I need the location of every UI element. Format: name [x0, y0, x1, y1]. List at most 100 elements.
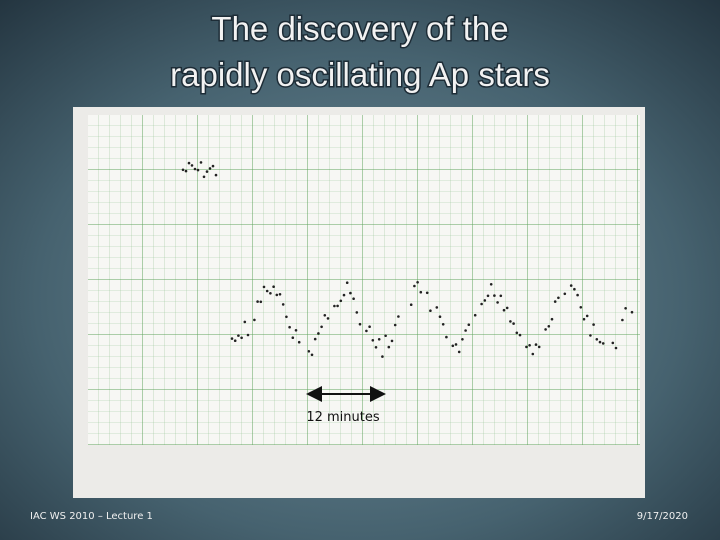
dot: [233, 339, 237, 343]
dot: [425, 291, 429, 295]
dot: [190, 164, 194, 167]
dot: [547, 325, 551, 328]
dot: [515, 331, 519, 335]
dot: [387, 345, 391, 349]
dot: [202, 175, 206, 179]
dot: [355, 311, 359, 314]
dot: [310, 353, 314, 357]
dot: [199, 161, 203, 164]
dot: [181, 168, 185, 172]
dot: [278, 293, 282, 296]
dot: [307, 350, 311, 353]
dot: [413, 284, 416, 288]
dot: [454, 343, 458, 346]
dot: [416, 281, 419, 284]
dot: [237, 334, 240, 337]
slide-title-line: rapidly oscillating Ap stars: [170, 56, 550, 93]
dot: [390, 339, 394, 343]
dot: [598, 340, 602, 344]
dot: [326, 317, 330, 320]
dot: [246, 333, 250, 337]
dot: [483, 299, 487, 302]
dot: [557, 296, 560, 300]
dot: [435, 306, 439, 309]
dot: [429, 309, 432, 313]
footer-right: 9/17/2020: [637, 511, 688, 522]
dot: [294, 329, 298, 332]
dot: [320, 325, 323, 329]
dot: [569, 284, 573, 287]
dot: [499, 294, 503, 298]
dot: [211, 164, 215, 168]
dot: [601, 342, 605, 345]
dot: [230, 337, 234, 340]
dot: [377, 338, 381, 341]
dot: [537, 345, 541, 349]
major-grid: [88, 115, 640, 445]
dot: [409, 303, 413, 307]
dot: [323, 314, 327, 317]
dot: [528, 344, 531, 347]
dot: [208, 167, 212, 170]
dot: [550, 317, 554, 321]
dot: [381, 355, 384, 358]
dot: [253, 318, 256, 322]
dot: [493, 294, 496, 297]
dot: [630, 310, 634, 314]
dot: [509, 320, 512, 323]
dot: [592, 323, 595, 326]
dot: [464, 329, 467, 332]
dot: [187, 161, 191, 165]
dot: [451, 344, 455, 348]
dot: [281, 303, 285, 306]
dot: [339, 299, 343, 303]
dot: [240, 336, 243, 340]
dot: [336, 304, 339, 308]
dot: [313, 337, 317, 341]
dot: [345, 281, 349, 285]
dot: [624, 307, 627, 310]
dot: [582, 317, 586, 321]
dot: [576, 293, 579, 297]
dot: [196, 168, 200, 172]
dot: [512, 322, 515, 325]
dot: [288, 325, 291, 329]
dot: [393, 323, 397, 327]
dot: [502, 308, 506, 312]
dot: [365, 329, 368, 333]
dot: [275, 293, 279, 297]
dot: [193, 167, 197, 171]
dot: [579, 306, 583, 309]
dot: [573, 287, 576, 291]
dot: [461, 338, 464, 341]
dot: [269, 292, 272, 295]
dot: [214, 173, 218, 177]
dot: [262, 285, 266, 289]
dot: [374, 346, 378, 349]
dot: [285, 315, 288, 319]
dot: [589, 334, 592, 337]
dot: [291, 336, 295, 340]
dot: [611, 341, 615, 345]
dot: [205, 170, 209, 173]
dot: [518, 333, 522, 337]
dot: [614, 346, 618, 350]
dot: [184, 169, 188, 173]
dot: [621, 318, 624, 322]
dot: [333, 304, 336, 308]
dot: [438, 315, 442, 319]
dot: [441, 323, 445, 326]
dot: [595, 338, 599, 341]
slide-title-line: The discovery of the: [211, 10, 508, 47]
dot: [317, 332, 320, 335]
dot: [496, 301, 499, 304]
dot: [352, 297, 355, 301]
dot: [486, 294, 490, 298]
dot: [457, 350, 461, 354]
dot: [525, 345, 528, 349]
dot: [297, 340, 301, 344]
dot: [419, 290, 423, 294]
dot: [349, 291, 352, 295]
dot: [397, 315, 400, 318]
